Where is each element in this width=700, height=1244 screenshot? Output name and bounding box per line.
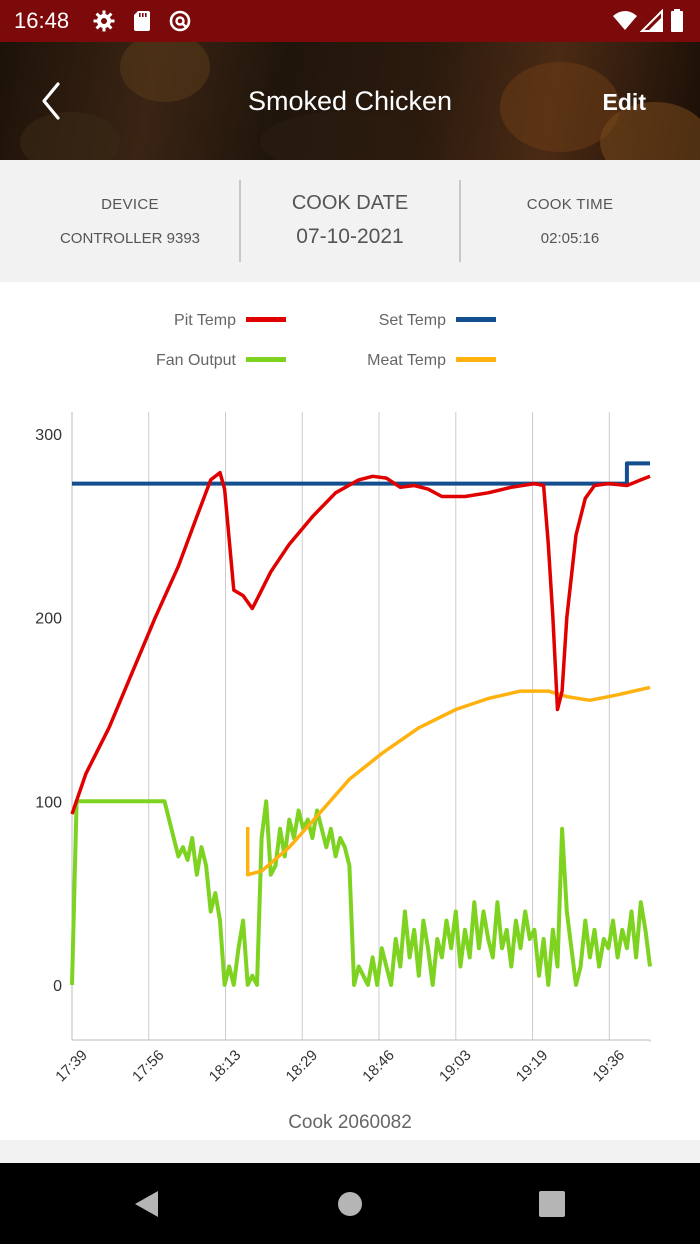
chart-grid	[71, 412, 651, 1042]
y-tick-label: 300	[35, 427, 62, 444]
x-tick-label: 17:39	[52, 1047, 91, 1086]
y-tick-label: 200	[35, 611, 62, 628]
status-time: 16:48	[14, 8, 70, 33]
header-background-food-image	[120, 42, 210, 102]
nav-home-icon[interactable]	[333, 1187, 367, 1221]
nav-back-icon[interactable]	[130, 1187, 164, 1221]
x-tick-label: 18:13	[206, 1047, 245, 1086]
nav-recents-icon[interactable]	[535, 1187, 569, 1221]
legend-label-pit-temp: Pit Temp	[174, 312, 236, 329]
device-column: DEVICE CONTROLLER 9393	[20, 160, 240, 282]
edit-button[interactable]: Edit	[602, 89, 646, 115]
y-tick-label: 0	[53, 978, 62, 995]
legend-swatch-set-temp	[456, 317, 496, 322]
series-line-meat-temp	[245, 685, 651, 877]
app-header: Smoked Chicken Edit	[0, 42, 700, 160]
legend-label-set-temp: Set Temp	[379, 312, 446, 329]
y-axis: 0 100 200 300	[35, 427, 62, 995]
system-navigation-bar	[0, 1163, 700, 1244]
wifi-icon	[613, 11, 637, 30]
status-bar: 16:48	[0, 0, 700, 42]
series-line-fan-output	[70, 799, 652, 987]
cook-time-column: COOK TIME 02:05:16	[460, 160, 680, 282]
x-tick-label: 18:29	[283, 1047, 322, 1086]
divider	[239, 180, 241, 262]
legend-label-meat-temp: Meat Temp	[367, 352, 446, 369]
battery-icon	[671, 9, 683, 32]
x-tick-label: 17:56	[129, 1047, 168, 1086]
chart-legend: Pit Temp Set Temp Fan Output Meat Temp	[156, 312, 496, 369]
cook-time-label: COOK TIME	[526, 196, 614, 213]
settings-gear-icon	[93, 10, 115, 32]
cook-date-value: 07-10-2021	[296, 225, 404, 248]
device-value: CONTROLLER 9393	[59, 230, 201, 247]
back-arrow-icon[interactable]	[36, 80, 66, 122]
legend-swatch-fan-output	[246, 357, 286, 362]
temperature-chart: Pit Temp Set Temp Fan Output Meat Temp 0…	[35, 312, 652, 1086]
x-tick-label: 19:36	[590, 1047, 629, 1086]
cook-id-caption: Cook 2060082	[288, 1112, 412, 1133]
cook-info-panel: DEVICE CONTROLLER 9393 COOK DATE 07-10-2…	[0, 160, 700, 282]
temperature-chart-area: Pit Temp Set Temp Fan Output Meat Temp 0…	[0, 282, 700, 1140]
cook-date-label: COOK DATE	[291, 192, 409, 214]
series-line-pit-temp	[70, 470, 651, 815]
legend-swatch-meat-temp	[456, 357, 496, 362]
footer-band	[0, 1140, 700, 1163]
x-tick-label: 19:03	[436, 1047, 475, 1086]
sync-disabled-icon	[169, 10, 191, 32]
x-tick-label: 18:46	[359, 1047, 398, 1086]
legend-label-fan-output: Fan Output	[156, 352, 237, 369]
device-label: DEVICE	[101, 196, 159, 213]
x-tick-label: 19:19	[513, 1047, 552, 1086]
cook-date-column: COOK DATE 07-10-2021	[240, 160, 460, 282]
sd-card-icon	[134, 11, 150, 31]
page-title: Smoked Chicken	[247, 86, 453, 116]
signal-icon	[640, 9, 663, 32]
divider	[459, 180, 461, 262]
y-tick-label: 100	[35, 794, 62, 811]
cook-time-value: 02:05:16	[540, 230, 600, 247]
legend-swatch-pit-temp	[246, 317, 286, 322]
x-axis: 17:39 17:56 18:13 18:29 18:46 19:03 19:19 19:36	[52, 1039, 650, 1086]
chart-series	[70, 461, 652, 987]
